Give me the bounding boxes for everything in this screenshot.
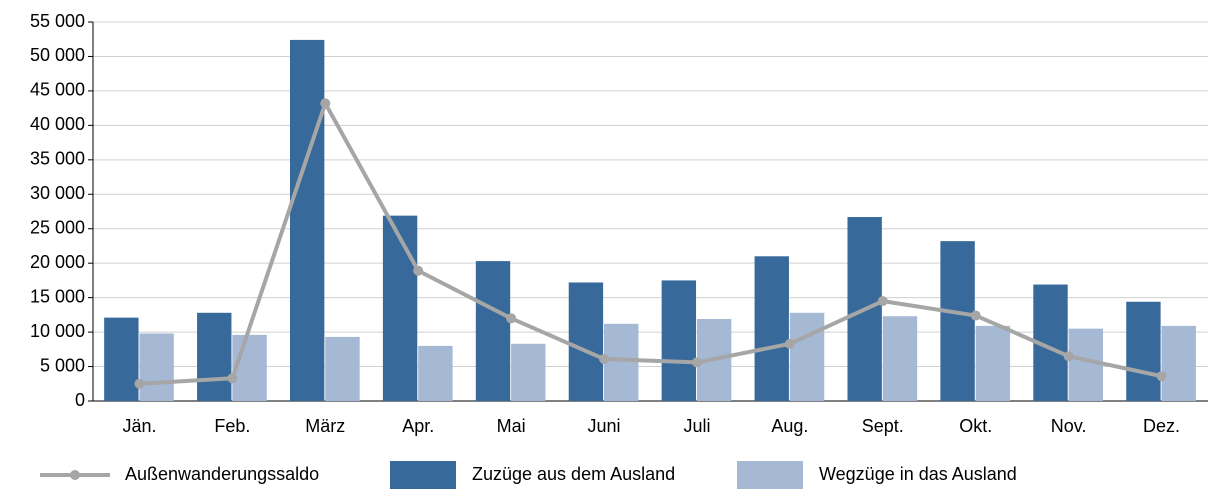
legend-label: Zuzüge aus dem Ausland [472, 464, 675, 484]
bar [104, 317, 139, 401]
y-tick-label: 35 000 [30, 149, 85, 169]
x-tick-label: Sept. [862, 416, 904, 436]
point [134, 378, 145, 389]
y-tick-label: 50 000 [30, 45, 85, 65]
bar [289, 39, 325, 402]
legend-swatch [390, 461, 456, 489]
point [413, 265, 424, 276]
bar [197, 312, 232, 401]
point [599, 353, 610, 364]
y-tick-label: 20 000 [30, 252, 85, 272]
bar [325, 336, 360, 401]
y-tick-label: 45 000 [30, 80, 85, 100]
y-tick-label: 25 000 [30, 217, 85, 237]
y-tick-label: 5 000 [40, 355, 85, 375]
x-tick-label: Jän. [122, 416, 156, 436]
x-tick-label: Juli [683, 416, 710, 436]
y-tick-label: 40 000 [30, 114, 85, 134]
legend-label: Außenwanderungssaldo [125, 464, 319, 484]
bar [1068, 328, 1104, 401]
x-tick-label: Okt. [959, 416, 992, 436]
bar [418, 345, 453, 401]
bar [661, 280, 697, 401]
bar [475, 261, 511, 401]
point [1156, 371, 1167, 382]
y-tick-label: 30 000 [30, 183, 85, 203]
point [691, 357, 702, 368]
y-tick-label: 55 000 [30, 11, 85, 31]
bar [940, 241, 975, 401]
x-tick-label: Mai [497, 416, 526, 436]
legend-label: Wegzüge in das Ausland [819, 464, 1017, 484]
legend-swatch [737, 461, 803, 489]
bar [975, 325, 1011, 401]
x-tick-label: Dez. [1143, 416, 1180, 436]
y-tick-label: 10 000 [30, 321, 85, 341]
bar [568, 282, 604, 401]
bar [232, 334, 267, 401]
x-tick-label: Juni [588, 416, 621, 436]
point [784, 338, 795, 349]
bar [1126, 301, 1161, 401]
bar [511, 343, 546, 401]
point [877, 296, 888, 307]
bar [604, 323, 639, 401]
point [320, 98, 331, 109]
y-tick-label: 0 [75, 390, 85, 410]
x-tick-label: Feb. [214, 416, 250, 436]
y-tick-label: 15 000 [30, 286, 85, 306]
bar [882, 316, 918, 401]
point [506, 313, 517, 324]
bar [382, 215, 418, 401]
point [1063, 351, 1074, 362]
x-tick-label: Apr. [402, 416, 434, 436]
x-tick-label: Nov. [1051, 416, 1087, 436]
point [227, 373, 238, 384]
bar [754, 256, 789, 401]
x-tick-label: Aug. [771, 416, 808, 436]
line [139, 101, 1162, 386]
bar [1161, 325, 1196, 401]
bar [789, 312, 825, 401]
legend-point [70, 470, 80, 480]
x-tick-label: März [305, 416, 345, 436]
point [970, 310, 981, 321]
bar [139, 333, 174, 401]
